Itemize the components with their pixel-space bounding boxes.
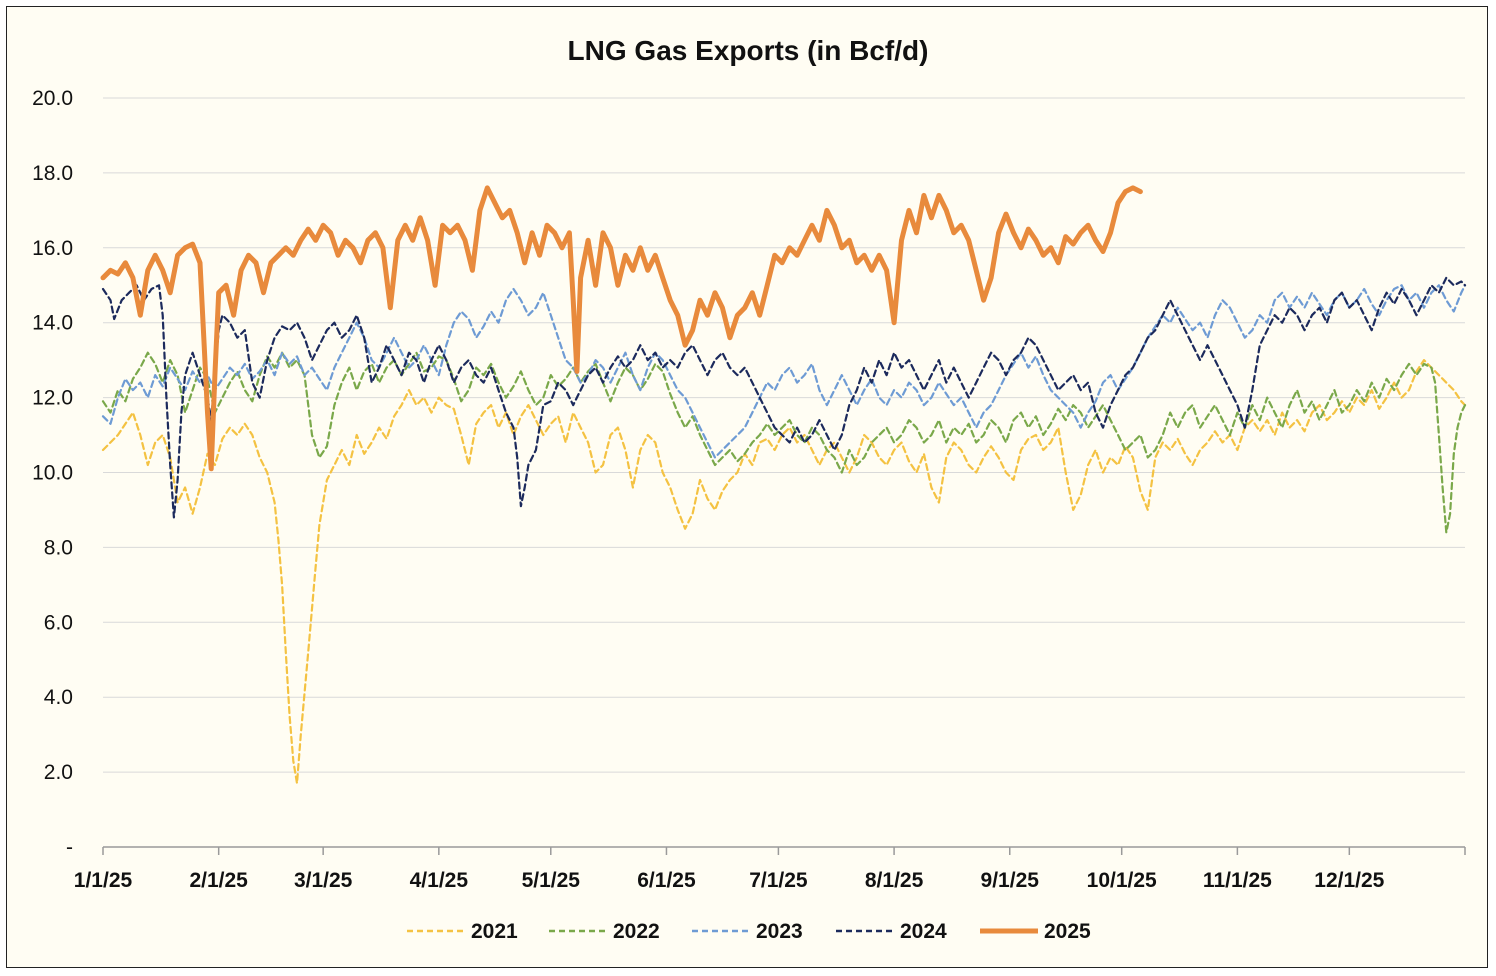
series-lines (100, 185, 1467, 785)
series-line-2021 (101, 359, 1467, 785)
y-tick-label: 12.0 (32, 387, 73, 410)
y-tick-label: 8.0 (44, 536, 73, 559)
x-tick-label: 12/1/25 (1314, 869, 1384, 892)
legend-label-2025: 2025 (1044, 920, 1091, 943)
legend-label-2024: 2024 (900, 920, 947, 943)
legend-label-2022: 2022 (613, 920, 660, 943)
x-tick-label: 6/1/25 (637, 869, 696, 892)
y-axis-ticks: - 2.0 4.0 6.0 8.0 10.0 12.0 14.0 16.0 18.0 20.0 (32, 87, 73, 859)
y-tick-label: 16.0 (32, 237, 73, 260)
series-line-2024 (101, 276, 1467, 519)
y-tick-label: 2.0 (44, 761, 73, 784)
x-tick-label: 4/1/25 (410, 869, 469, 892)
x-axis: 1/1/25 2/1/25 3/1/25 4/1/25 5/1/25 6/1/25 7/1/… (74, 846, 1466, 892)
series-line-2025 (100, 185, 1143, 472)
y-tick-label: - (66, 836, 73, 859)
x-tick-label: 1/1/25 (74, 869, 133, 892)
x-tick-label: 8/1/25 (865, 869, 924, 892)
legend: 2021 2022 2023 2024 2025 (407, 920, 1091, 943)
chart-frame: LNG Gas Exports (in Bcf/d) - 2.0 4.0 6.0 8.0… (6, 6, 1488, 968)
x-tick-label: 10/1/25 (1087, 869, 1157, 892)
x-tick-label: 7/1/25 (749, 869, 808, 892)
x-tick-label: 2/1/25 (189, 869, 248, 892)
legend-label-2021: 2021 (471, 920, 518, 943)
y-tick-label: 4.0 (44, 686, 73, 709)
y-tick-label: 14.0 (32, 312, 73, 335)
y-tick-label: 18.0 (32, 162, 73, 185)
legend-label-2023: 2023 (756, 920, 803, 943)
series-line-2023 (101, 284, 1467, 459)
line-chart: - 2.0 4.0 6.0 8.0 10.0 12.0 14.0 16.0 18.0 20.0 1/… (32, 87, 1467, 943)
x-tick-label: 9/1/25 (981, 869, 1040, 892)
series-line-2022 (101, 351, 1467, 534)
gridlines (103, 97, 1465, 773)
y-tick-label: 20.0 (32, 87, 73, 110)
x-tick-label: 5/1/25 (522, 869, 581, 892)
y-tick-label: 10.0 (32, 462, 73, 485)
x-tick-label: 3/1/25 (294, 869, 353, 892)
x-tick-label: 11/1/25 (1203, 869, 1272, 892)
y-tick-label: 6.0 (44, 611, 73, 634)
chart-title: LNG Gas Exports (in Bcf/d) (567, 35, 929, 66)
